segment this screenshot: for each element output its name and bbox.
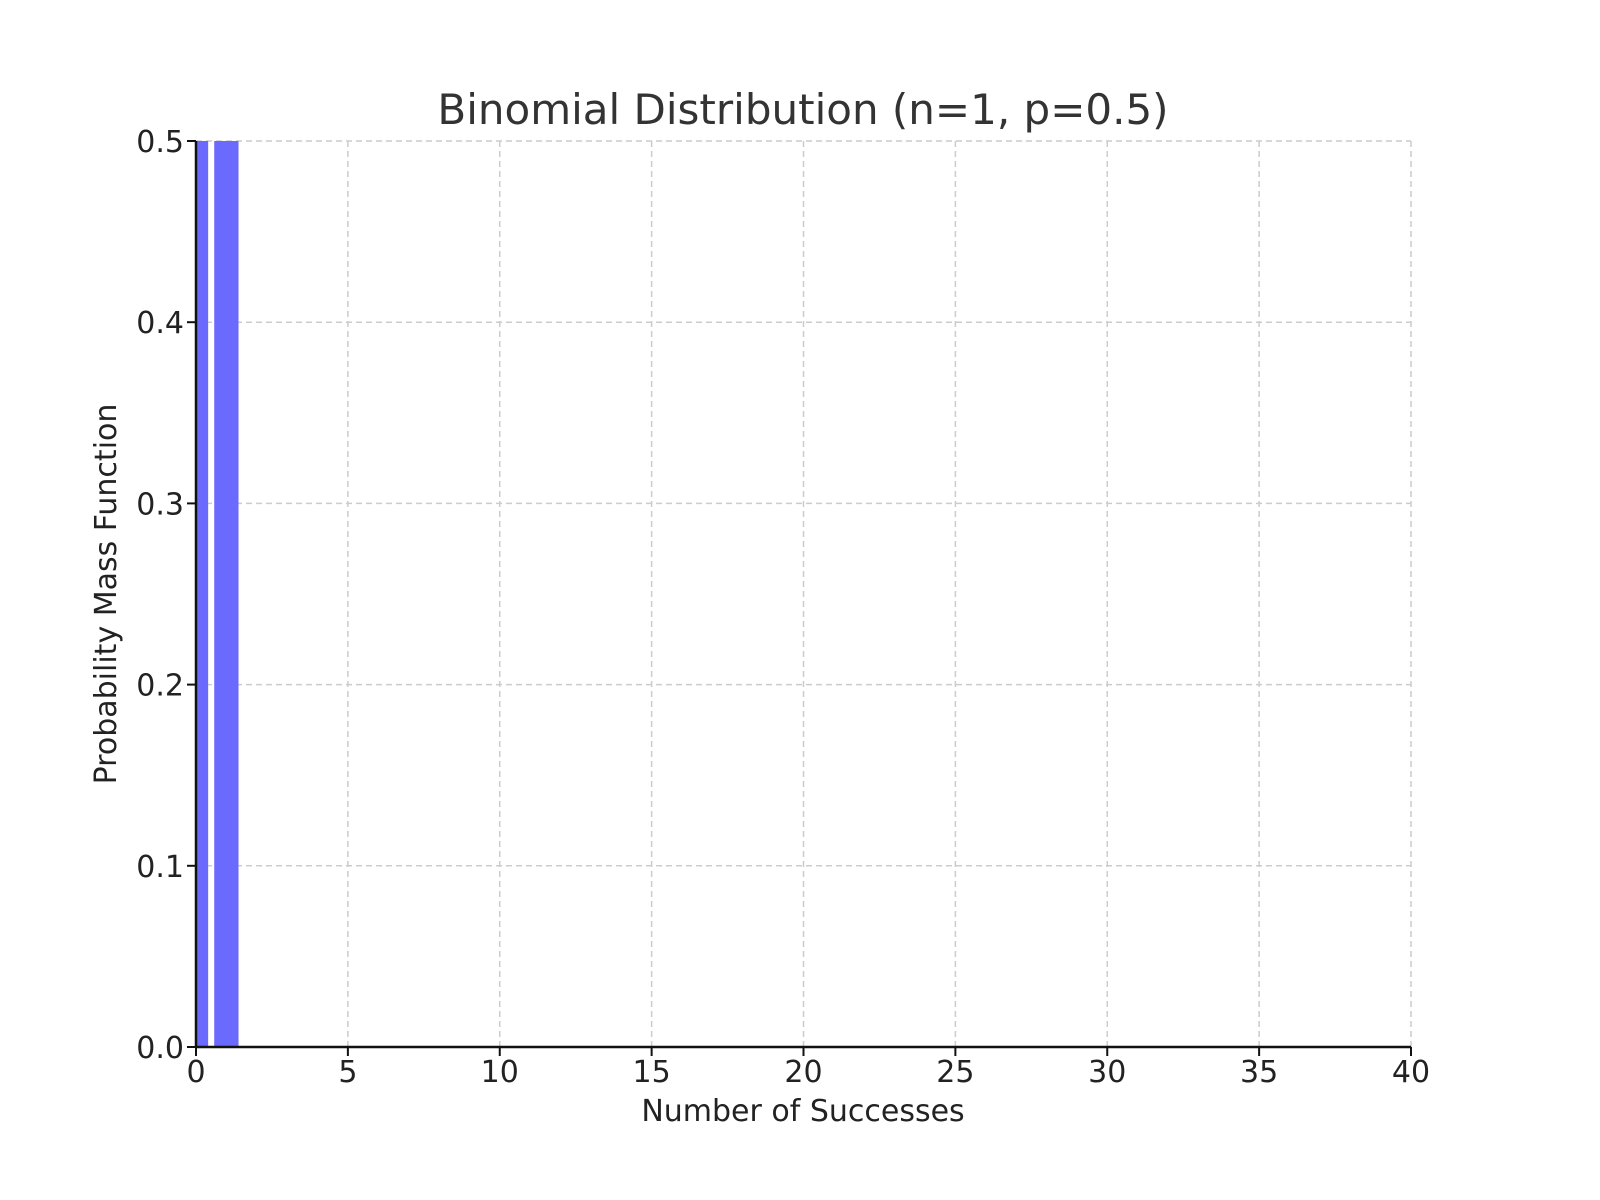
x-tick-label: 25 (936, 1055, 974, 1090)
y-tick-label: 0.5 (136, 125, 184, 160)
x-tick-label: 10 (481, 1055, 519, 1090)
x-axis-label: Number of Successes (641, 1094, 964, 1129)
x-tick-label: 30 (1088, 1055, 1126, 1090)
chart-title: Binomial Distribution (n=1, p=0.5) (437, 85, 1168, 134)
y-tick-label: 0.0 (136, 1031, 184, 1066)
y-axis-label: Probability Mass Function (89, 404, 124, 785)
y-tick-label: 0.4 (136, 306, 184, 341)
y-tick-label: 0.1 (136, 850, 184, 885)
grid (195, 140, 1412, 1048)
x-tick-label: 15 (633, 1055, 671, 1090)
x-tick-label: 35 (1240, 1055, 1278, 1090)
x-tick-label: 40 (1392, 1055, 1430, 1090)
ticks: 0 5 10 15 20 25 30 35 40 0.0 0.1 0.2 0.3 0.4 0.5 (136, 125, 1430, 1090)
x-tick-label: 0 (186, 1055, 205, 1090)
x-tick-label: 5 (338, 1055, 357, 1090)
y-tick-label: 0.3 (136, 487, 184, 522)
bars (196, 141, 239, 1047)
x-tick-label: 20 (784, 1055, 822, 1090)
bar (214, 141, 239, 1047)
y-tick-label: 0.2 (136, 669, 184, 704)
bar (196, 141, 209, 1047)
